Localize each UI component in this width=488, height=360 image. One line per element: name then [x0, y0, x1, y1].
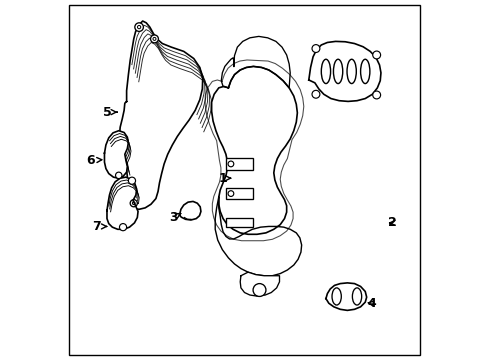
Bar: [225, 188, 252, 199]
Circle shape: [150, 35, 158, 43]
Polygon shape: [215, 197, 301, 276]
Ellipse shape: [321, 59, 330, 84]
Bar: [225, 218, 252, 227]
Text: 1: 1: [218, 172, 230, 185]
Ellipse shape: [360, 59, 369, 84]
Ellipse shape: [333, 59, 342, 84]
Circle shape: [119, 224, 126, 231]
Text: 2: 2: [387, 216, 396, 229]
Circle shape: [227, 161, 233, 167]
Bar: [225, 158, 252, 170]
Circle shape: [137, 26, 141, 29]
Polygon shape: [119, 21, 203, 209]
Text: 5: 5: [102, 105, 117, 119]
Text: 6: 6: [86, 154, 102, 167]
Circle shape: [311, 90, 319, 98]
Circle shape: [115, 172, 122, 179]
Text: 7: 7: [92, 220, 106, 233]
Polygon shape: [211, 66, 297, 234]
Circle shape: [128, 177, 135, 184]
Circle shape: [227, 191, 233, 197]
Ellipse shape: [331, 288, 341, 305]
Polygon shape: [107, 177, 138, 229]
Text: 3: 3: [168, 211, 181, 224]
Circle shape: [130, 200, 137, 207]
Text: 4: 4: [366, 297, 375, 310]
Circle shape: [372, 91, 380, 99]
Polygon shape: [240, 272, 279, 296]
Polygon shape: [221, 36, 290, 88]
Ellipse shape: [346, 59, 356, 84]
Polygon shape: [179, 202, 201, 220]
Circle shape: [135, 23, 143, 31]
Circle shape: [132, 202, 135, 204]
Circle shape: [253, 284, 265, 296]
Circle shape: [311, 45, 319, 53]
Polygon shape: [104, 131, 128, 178]
Polygon shape: [325, 283, 366, 310]
Circle shape: [372, 51, 380, 59]
Ellipse shape: [352, 288, 361, 305]
Polygon shape: [308, 41, 380, 102]
Circle shape: [153, 37, 156, 40]
